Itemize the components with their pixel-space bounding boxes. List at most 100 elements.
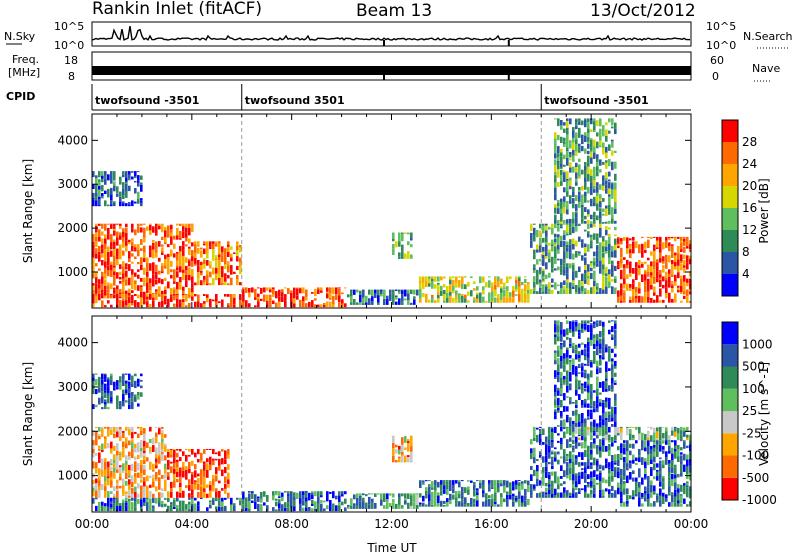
heatmap-cell — [689, 258, 692, 265]
heatmap-cell — [179, 282, 182, 290]
heatmap-cell — [572, 445, 575, 448]
heatmap-cell — [539, 282, 542, 288]
date-title: 13/Oct/2012 — [590, 1, 696, 21]
heatmap-cell — [590, 182, 593, 188]
heatmap-cell — [104, 399, 107, 402]
heatmap-cell — [224, 467, 227, 474]
heatmap-cell — [188, 287, 191, 293]
heatmap-cell — [395, 301, 398, 305]
heatmap-cell — [161, 265, 164, 272]
heatmap-cell — [299, 302, 302, 308]
nsky-tick-top: 10^5 — [54, 20, 84, 33]
heatmap-cell — [110, 501, 113, 504]
heatmap-cell — [218, 260, 221, 266]
heatmap-cell — [458, 293, 461, 301]
heatmap-cell — [650, 454, 653, 460]
heatmap-cell — [503, 296, 506, 303]
heatmap-cell — [674, 464, 677, 468]
heatmap-cell — [98, 426, 101, 432]
heatmap-cell — [554, 214, 557, 220]
heatmap-cell — [671, 492, 674, 495]
y-tick-label: 3000 — [57, 380, 88, 394]
heatmap-cell — [110, 373, 113, 376]
heatmap-cell — [575, 217, 578, 224]
heatmap-cell — [602, 409, 605, 414]
heatmap-cell — [167, 449, 170, 452]
heatmap-cell — [554, 178, 557, 183]
heatmap-cell — [548, 252, 551, 258]
heatmap-cell — [236, 279, 239, 286]
heatmap-cell — [152, 274, 155, 280]
heatmap-cell — [614, 220, 617, 224]
heatmap-cell — [206, 470, 209, 478]
heatmap-cell — [137, 383, 140, 387]
heatmap-cell — [575, 151, 578, 156]
heatmap-cell — [269, 294, 272, 298]
heatmap-cell — [104, 178, 107, 185]
heatmap-cell — [689, 465, 692, 473]
heatmap-cell — [623, 467, 626, 471]
heatmap-cell — [575, 426, 578, 434]
heatmap-cell — [506, 297, 509, 300]
heatmap-cell — [605, 152, 608, 159]
heatmap-cell — [140, 379, 143, 382]
heatmap-cell — [653, 463, 656, 471]
heatmap-cell — [608, 130, 611, 134]
heatmap-cell — [479, 292, 482, 296]
heatmap-cell — [437, 282, 440, 285]
heatmap-cell — [599, 349, 602, 354]
heatmap-cell — [560, 442, 563, 445]
heatmap-cell — [494, 486, 497, 493]
heatmap-cell — [185, 485, 188, 488]
heatmap-cell — [686, 493, 689, 498]
heatmap-cell — [125, 491, 128, 495]
heatmap-cell — [572, 461, 575, 467]
heatmap-cell — [182, 231, 185, 239]
heatmap-cell — [566, 232, 569, 234]
heatmap-cell — [608, 220, 611, 224]
heatmap-cell — [221, 270, 224, 278]
heatmap-cell — [590, 139, 593, 148]
heatmap-cell — [659, 479, 662, 482]
heatmap-cell — [470, 290, 473, 297]
heatmap-cell — [395, 289, 398, 291]
heatmap-cell — [662, 256, 665, 259]
heatmap-cell — [545, 241, 548, 245]
heatmap-cell — [596, 158, 599, 162]
heatmap-cell — [134, 476, 137, 484]
heatmap-cell — [431, 491, 434, 499]
heatmap-cell — [428, 276, 431, 280]
heatmap-cell — [119, 467, 122, 474]
heatmap-cell — [572, 325, 575, 332]
heatmap-cell — [614, 346, 617, 349]
heatmap-cell — [278, 289, 281, 297]
heatmap-cell — [596, 429, 599, 434]
heatmap-cell — [98, 279, 101, 285]
heatmap-cell — [590, 118, 593, 125]
heatmap-cell — [428, 283, 431, 287]
heatmap-cell — [443, 276, 446, 279]
heatmap-cell — [152, 463, 155, 470]
heatmap-cell — [155, 289, 158, 292]
heatmap-cell — [623, 284, 626, 289]
heatmap-cell — [575, 167, 578, 173]
heatmap-cell — [599, 169, 602, 173]
heatmap-cell — [599, 227, 602, 232]
heatmap-cell — [203, 490, 206, 492]
heatmap-cell — [578, 164, 581, 172]
heatmap-cell — [137, 463, 140, 471]
heatmap-cell — [128, 297, 131, 303]
heatmap-cell — [689, 282, 692, 290]
heatmap-cell — [119, 429, 122, 436]
heatmap-cell — [542, 491, 545, 498]
heatmap-cell — [218, 241, 221, 244]
cpid-label: CPID — [6, 90, 35, 103]
heatmap-cell — [575, 442, 578, 449]
heatmap-cell — [494, 289, 497, 295]
heatmap-cell — [635, 440, 638, 444]
heatmap-cell — [614, 234, 617, 237]
heatmap-cell — [557, 146, 560, 154]
heatmap-cell — [623, 295, 626, 301]
heatmap-cell — [608, 444, 611, 451]
heatmap-cell — [602, 413, 605, 420]
